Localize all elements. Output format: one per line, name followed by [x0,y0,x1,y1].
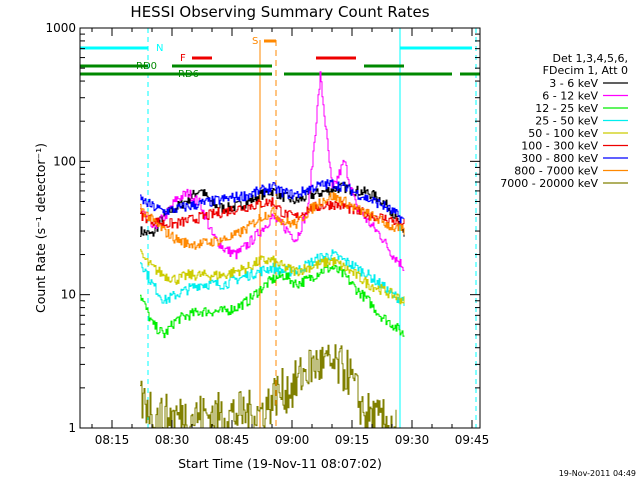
flag-label-rd6: RD6 [178,69,199,80]
y-tick-label: 100 [53,154,76,168]
series-line-2 [140,264,405,339]
flag-label-flare: F [180,53,186,64]
series-line-7 [140,192,405,250]
series-line-4 [140,249,405,305]
series-line-6 [140,179,405,224]
series-line-3 [140,249,405,306]
x-tick-label: 08:45 [215,433,250,447]
series-line-8 [140,344,397,429]
legend-header-line: Det 1,3,4,5,6, [552,52,628,65]
legend-entry-label: 100 - 300 keV [521,140,598,153]
series-line-0 [140,181,405,237]
series-line-5 [140,197,405,229]
legend-entry-label: 12 - 25 keV [535,102,598,115]
x-axis: 08:15 08:30 08:45 09:00 09:15 09:30 09:45 [91,28,490,447]
flag-label-night: N [156,43,163,54]
plot-frame [79,27,481,429]
legend: Det 1,3,4,5,6,FDecim 1, Att 03 - 6 keV6 … [500,52,628,190]
footer-timestamp: 19-Nov-2011 04:49 [559,469,636,478]
legend-entry-label: 25 - 50 keV [535,115,598,128]
x-tick-label: 09:15 [335,433,370,447]
legend-header-line: FDecim 1, Att 0 [543,64,628,77]
y-tick-label: 1000 [45,21,76,35]
y-axis-label: Count Rate (s⁻¹ detector⁻¹) [33,143,48,313]
x-axis-label: Start Time (19-Nov-11 08:07:02) [178,456,382,471]
y-axis: 1 10 100 1000 [45,21,480,435]
flag-label-rd0: RD0 [136,61,157,72]
x-tick-label: 09:45 [455,433,490,447]
y-tick-label: 1 [68,421,76,435]
legend-entry-label: 7000 - 20000 keV [500,177,598,190]
chart-title: HESSI Observing Summary Count Rates [130,3,429,21]
legend-entry-label: 300 - 800 keV [521,152,598,165]
plot-area: N S F RD0 RD6 [80,28,480,429]
legend-entry-label: 50 - 100 keV [528,127,598,140]
y-tick-label: 10 [61,288,76,302]
x-tick-label: 08:30 [155,433,190,447]
legend-entry-label: 6 - 12 keV [542,90,598,103]
legend-entry-label: 800 - 7000 keV [514,165,598,178]
legend-entry-label: 3 - 6 keV [549,77,598,90]
x-tick-label: 09:00 [275,433,310,447]
x-tick-label: 08:15 [95,433,130,447]
flag-label-saa: S [252,36,258,47]
x-tick-label: 09:30 [395,433,430,447]
